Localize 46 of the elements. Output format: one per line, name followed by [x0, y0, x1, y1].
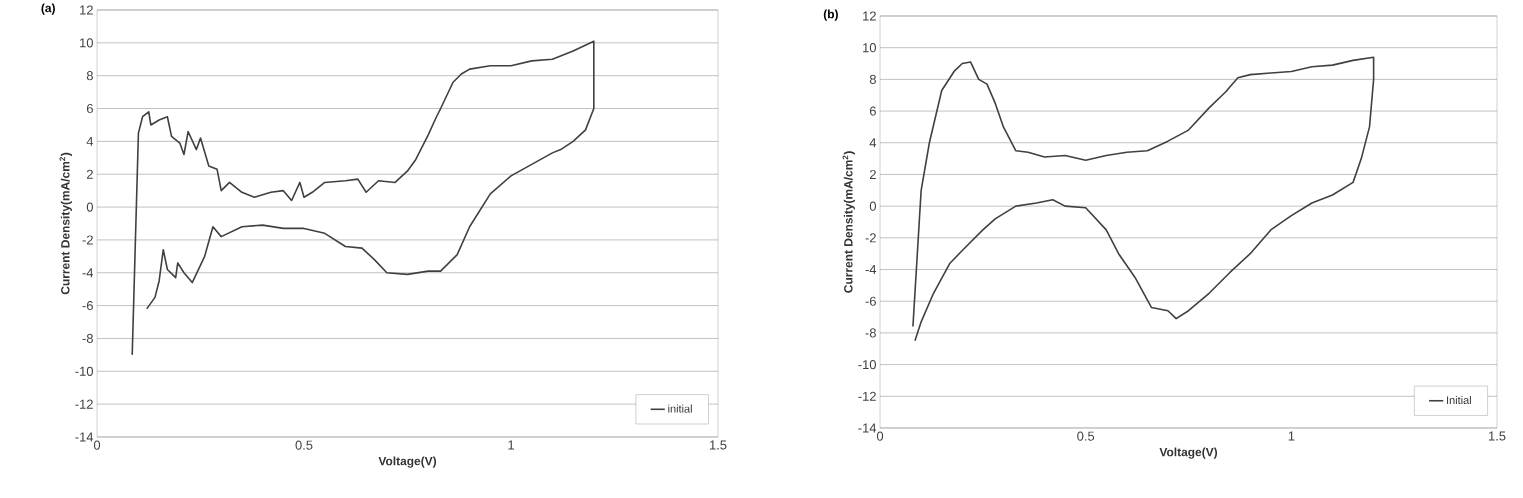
y-tick-label: 12 [863, 11, 876, 21]
y-tick-label: 10 [863, 43, 876, 53]
line-series [912, 56, 1375, 342]
y-tick-label: -14 [858, 423, 877, 433]
x-tick-label: 0.5 [295, 440, 313, 450]
y-axis-title: Current Density(mA/cm$^{2}$) [842, 151, 855, 293]
y-tick-label: 6 [869, 106, 876, 116]
y-tick-label: -8 [82, 333, 93, 344]
y-tick-label: -8 [865, 328, 876, 338]
y-tick-label: -2 [865, 233, 876, 243]
x-tick-label: 0.5 [1077, 431, 1095, 441]
y-tick-label: -12 [75, 399, 93, 409]
chart-title: (b) [823, 9, 838, 21]
y-tick-label: -14 [75, 432, 94, 442]
legend-label: initial [668, 404, 692, 413]
x-tick-label: 0 [876, 431, 884, 441]
y-tick-label: -6 [865, 296, 876, 306]
y-tick-label: -10 [858, 360, 876, 370]
y-axis-title: Current Density(mA/cm$^{2}$) [59, 152, 72, 295]
x-tick-label: 0 [93, 440, 101, 450]
y-tick-label: -4 [865, 265, 877, 274]
y-tick-label: 4 [86, 136, 94, 146]
y-tick-label: 10 [80, 38, 93, 48]
x-axis-title: Voltage(V) [1159, 447, 1218, 459]
y-tick-label: 0 [869, 201, 876, 211]
y-tick-label: 8 [869, 74, 876, 84]
y-tick-label: 8 [86, 71, 93, 81]
y-tick-label: 2 [869, 169, 876, 179]
x-axis-title: Voltage(V) [378, 456, 437, 468]
legend-label: Initial [1447, 396, 1471, 405]
y-tick-label: -12 [858, 391, 876, 401]
y-tick-label: 2 [86, 169, 93, 179]
y-tick-label: 0 [86, 202, 93, 212]
line-series [131, 40, 595, 356]
y-tick-label: 6 [86, 103, 93, 114]
x-tick-label: 1 [1288, 431, 1295, 441]
x-tick-label: 1 [508, 440, 514, 450]
y-tick-label: -6 [82, 301, 93, 311]
x-tick-label: 1.5 [1489, 431, 1506, 441]
y-tick-label: -10 [75, 366, 93, 376]
y-tick-label: 4 [869, 138, 877, 148]
y-tick-label: -4 [82, 268, 94, 278]
y-tick-label: -2 [82, 235, 93, 245]
chart-title: (a) [41, 3, 55, 15]
x-tick-label: 1.5 [710, 440, 727, 450]
y-tick-label: 12 [80, 5, 93, 15]
